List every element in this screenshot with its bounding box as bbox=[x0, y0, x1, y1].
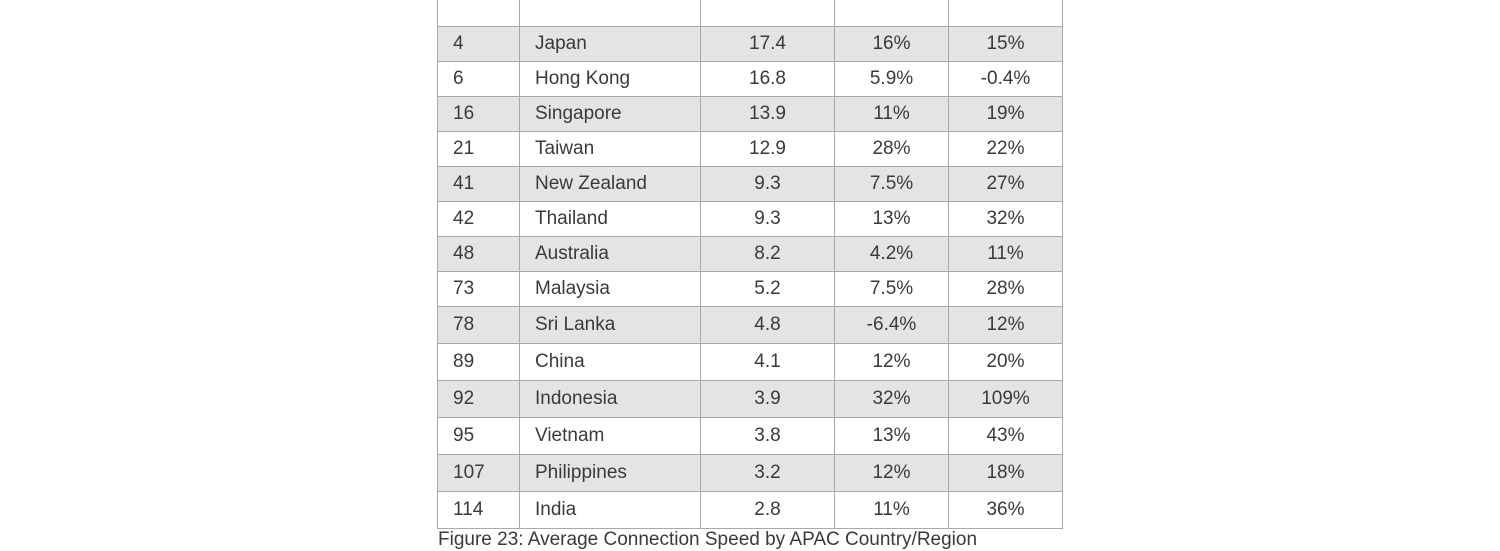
connection-speed-table: 4 Japan 17.4 16% 15% 6 Hong Kong 16.8 5.… bbox=[437, 0, 1063, 529]
speed-cell: 2.8 bbox=[700, 491, 835, 529]
yoy-change-cell: 22% bbox=[948, 131, 1063, 167]
speed-cell: 5.2 bbox=[700, 271, 835, 307]
speed-cell: 9.3 bbox=[700, 166, 835, 202]
country-cell bbox=[519, 0, 701, 27]
rank-cell: 78 bbox=[437, 306, 520, 344]
country-cell: Vietnam bbox=[519, 417, 701, 455]
country-cell: Australia bbox=[519, 236, 701, 272]
qoq-change-cell: 7.5% bbox=[834, 166, 949, 202]
country-cell: Hong Kong bbox=[519, 61, 701, 97]
speed-cell: 12.9 bbox=[700, 131, 835, 167]
qoq-change-cell: 12% bbox=[834, 454, 949, 492]
rank-cell: 73 bbox=[437, 271, 520, 307]
table-row: 95 Vietnam 3.8 13% 43% bbox=[437, 417, 1063, 455]
qoq-change-cell: 28% bbox=[834, 131, 949, 167]
country-cell: Singapore bbox=[519, 96, 701, 132]
table-row bbox=[437, 0, 1063, 27]
speed-cell: 3.9 bbox=[700, 380, 835, 418]
country-cell: India bbox=[519, 491, 701, 529]
table-row: 16 Singapore 13.9 11% 19% bbox=[437, 96, 1063, 132]
yoy-change-cell: 18% bbox=[948, 454, 1063, 492]
country-cell: Thailand bbox=[519, 201, 701, 237]
qoq-change-cell: 13% bbox=[834, 201, 949, 237]
table-row: 4 Japan 17.4 16% 15% bbox=[437, 26, 1063, 62]
table-body: 4 Japan 17.4 16% 15% 6 Hong Kong 16.8 5.… bbox=[437, 0, 1063, 529]
qoq-change-cell: 12% bbox=[834, 343, 949, 381]
qoq-change-cell: 32% bbox=[834, 380, 949, 418]
speed-cell: 4.8 bbox=[700, 306, 835, 344]
yoy-change-cell bbox=[948, 0, 1063, 27]
yoy-change-cell: 15% bbox=[948, 26, 1063, 62]
yoy-change-cell: 28% bbox=[948, 271, 1063, 307]
yoy-change-cell: 12% bbox=[948, 306, 1063, 344]
country-cell: China bbox=[519, 343, 701, 381]
rank-cell: 48 bbox=[437, 236, 520, 272]
table-row: 73 Malaysia 5.2 7.5% 28% bbox=[437, 271, 1063, 307]
table-row: 42 Thailand 9.3 13% 32% bbox=[437, 201, 1063, 237]
speed-cell: 8.2 bbox=[700, 236, 835, 272]
rank-cell: 41 bbox=[437, 166, 520, 202]
yoy-change-cell: 27% bbox=[948, 166, 1063, 202]
yoy-change-cell: 11% bbox=[948, 236, 1063, 272]
table-row: 48 Australia 8.2 4.2% 11% bbox=[437, 236, 1063, 272]
qoq-change-cell bbox=[834, 0, 949, 27]
rank-cell: 107 bbox=[437, 454, 520, 492]
country-cell: Philippines bbox=[519, 454, 701, 492]
speed-cell bbox=[700, 0, 835, 27]
qoq-change-cell: -6.4% bbox=[834, 306, 949, 344]
table-row: 114 India 2.8 11% 36% bbox=[437, 491, 1063, 529]
table-row: 6 Hong Kong 16.8 5.9% -0.4% bbox=[437, 61, 1063, 97]
connection-speed-table-container: 4 Japan 17.4 16% 15% 6 Hong Kong 16.8 5.… bbox=[437, 0, 1063, 529]
table-row: 41 New Zealand 9.3 7.5% 27% bbox=[437, 166, 1063, 202]
qoq-change-cell: 5.9% bbox=[834, 61, 949, 97]
table-row: 89 China 4.1 12% 20% bbox=[437, 343, 1063, 381]
rank-cell: 89 bbox=[437, 343, 520, 381]
speed-cell: 13.9 bbox=[700, 96, 835, 132]
speed-cell: 3.2 bbox=[700, 454, 835, 492]
country-cell: Indonesia bbox=[519, 380, 701, 418]
yoy-change-cell: 19% bbox=[948, 96, 1063, 132]
rank-cell bbox=[437, 0, 520, 27]
speed-cell: 3.8 bbox=[700, 417, 835, 455]
yoy-change-cell: 32% bbox=[948, 201, 1063, 237]
country-cell: Taiwan bbox=[519, 131, 701, 167]
qoq-change-cell: 7.5% bbox=[834, 271, 949, 307]
yoy-change-cell: -0.4% bbox=[948, 61, 1063, 97]
qoq-change-cell: 13% bbox=[834, 417, 949, 455]
rank-cell: 6 bbox=[437, 61, 520, 97]
speed-cell: 9.3 bbox=[700, 201, 835, 237]
table-row: 107 Philippines 3.2 12% 18% bbox=[437, 454, 1063, 492]
table-row: 78 Sri Lanka 4.8 -6.4% 12% bbox=[437, 306, 1063, 344]
qoq-change-cell: 4.2% bbox=[834, 236, 949, 272]
country-cell: Japan bbox=[519, 26, 701, 62]
country-cell: New Zealand bbox=[519, 166, 701, 202]
table-row: 21 Taiwan 12.9 28% 22% bbox=[437, 131, 1063, 167]
rank-cell: 92 bbox=[437, 380, 520, 418]
yoy-change-cell: 36% bbox=[948, 491, 1063, 529]
qoq-change-cell: 16% bbox=[834, 26, 949, 62]
rank-cell: 95 bbox=[437, 417, 520, 455]
table-row: 92 Indonesia 3.9 32% 109% bbox=[437, 380, 1063, 418]
yoy-change-cell: 43% bbox=[948, 417, 1063, 455]
yoy-change-cell: 109% bbox=[948, 380, 1063, 418]
rank-cell: 21 bbox=[437, 131, 520, 167]
rank-cell: 4 bbox=[437, 26, 520, 62]
rank-cell: 114 bbox=[437, 491, 520, 529]
qoq-change-cell: 11% bbox=[834, 491, 949, 529]
figure-caption: Figure 23: Average Connection Speed by A… bbox=[438, 529, 978, 550]
country-cell: Sri Lanka bbox=[519, 306, 701, 344]
yoy-change-cell: 20% bbox=[948, 343, 1063, 381]
qoq-change-cell: 11% bbox=[834, 96, 949, 132]
country-cell: Malaysia bbox=[519, 271, 701, 307]
speed-cell: 4.1 bbox=[700, 343, 835, 381]
speed-cell: 17.4 bbox=[700, 26, 835, 62]
rank-cell: 16 bbox=[437, 96, 520, 132]
rank-cell: 42 bbox=[437, 201, 520, 237]
speed-cell: 16.8 bbox=[700, 61, 835, 97]
